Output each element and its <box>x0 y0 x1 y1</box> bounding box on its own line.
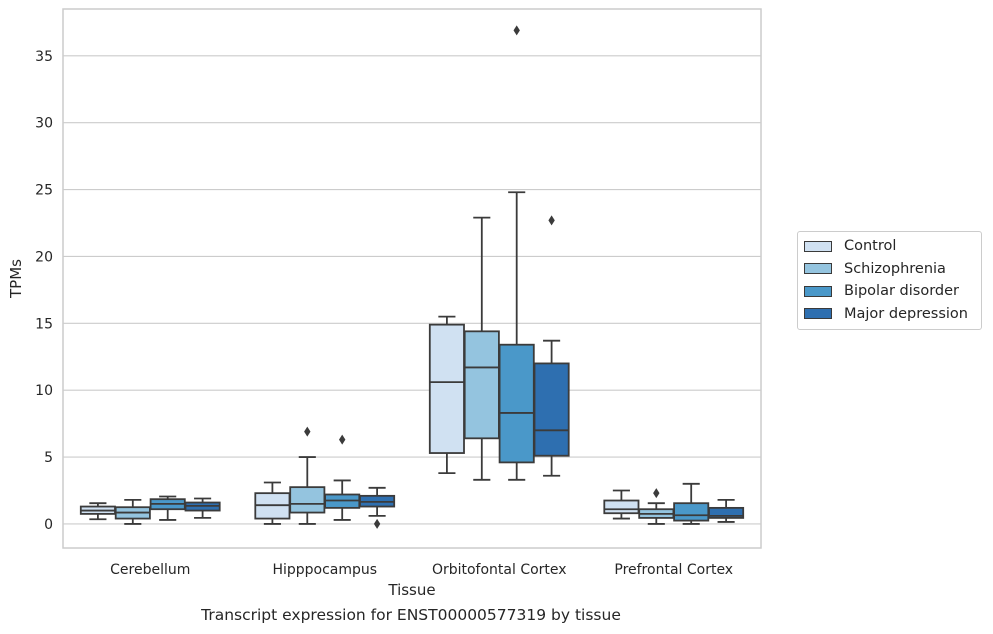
box-major-depression <box>533 215 570 477</box>
outlier-point <box>548 215 555 226</box>
outlier-point <box>339 434 346 445</box>
y-tick-label: 35 <box>35 49 53 65</box>
outlier-point <box>304 426 311 437</box>
box-bipolar-disorder <box>149 495 186 521</box>
plot-area-frame <box>62 8 762 549</box>
x-tick-label: Hipppocampus <box>272 562 377 578</box>
legend-swatch <box>804 240 832 252</box>
legend-item: Control <box>798 235 981 258</box>
box-control <box>603 489 640 520</box>
y-tick-label: 15 <box>35 316 53 332</box>
legend-swatch <box>804 263 832 275</box>
box-major-depression <box>184 497 221 519</box>
box-iqr <box>428 323 465 454</box>
legend-item: Major depression <box>798 303 981 326</box>
x-axis-label: Tissue <box>387 581 435 599</box>
box-iqr <box>289 486 326 514</box>
legend-item: Bipolar disorder <box>798 280 981 303</box>
legend-item: Schizophrenia <box>798 258 981 281</box>
y-tick-label: 20 <box>35 249 53 265</box>
box-schizophrenia <box>463 216 500 481</box>
box-control <box>79 502 116 521</box>
x-tick-label: Prefrontal Cortex <box>614 562 733 578</box>
y-tick-label: 5 <box>44 450 53 466</box>
box-bipolar-disorder <box>673 482 710 525</box>
box-schizophrenia <box>114 498 151 525</box>
y-tick-label: 0 <box>44 517 53 533</box>
box-major-depression <box>359 486 396 529</box>
figure-caption: Transcript expression for ENST0000057731… <box>201 606 621 624</box>
y-tick-label: 10 <box>35 383 53 399</box>
y-tick-label: 30 <box>35 116 53 132</box>
box-iqr <box>603 499 640 515</box>
box-major-depression <box>708 498 745 523</box>
box-bipolar-disorder <box>498 25 535 481</box>
legend-label: Major depression <box>844 305 968 322</box>
x-tick-label: Cerebellum <box>110 562 190 578</box>
legend-label: Control <box>844 238 897 255</box>
y-axis-label: TPMs <box>7 259 25 299</box>
legend-label: Schizophrenia <box>844 260 946 277</box>
legend: Control Schizophrenia Bipolar disorder Majo… <box>797 231 982 330</box>
box-control <box>254 481 291 525</box>
y-tick-label: 25 <box>35 183 53 199</box>
box-iqr <box>673 502 710 522</box>
boxes <box>79 25 745 529</box>
outlier-point <box>373 518 381 529</box>
box-bipolar-disorder <box>324 434 361 521</box>
x-tick-label: Orbitofontal Cortex <box>432 562 567 578</box>
outlier-point <box>653 488 660 499</box>
box-schizophrenia <box>289 426 326 525</box>
box-iqr <box>463 330 500 440</box>
outlier-point <box>513 25 520 36</box>
legend-swatch <box>804 285 832 297</box>
gridlines <box>63 55 761 525</box>
box-iqr <box>498 343 535 464</box>
legend-label: Bipolar disorder <box>844 283 959 300</box>
box-schizophrenia <box>638 488 675 525</box>
y-tick-labels: 0 5 10 15 20 25 30 35 <box>35 49 53 533</box>
box-control <box>428 315 465 475</box>
x-tick-labels: Cerebellum Hipppocampus Orbitofontal Corte… <box>110 562 733 578</box>
legend-swatch <box>804 308 832 320</box>
box-iqr <box>708 506 745 519</box>
box-iqr <box>533 362 570 457</box>
